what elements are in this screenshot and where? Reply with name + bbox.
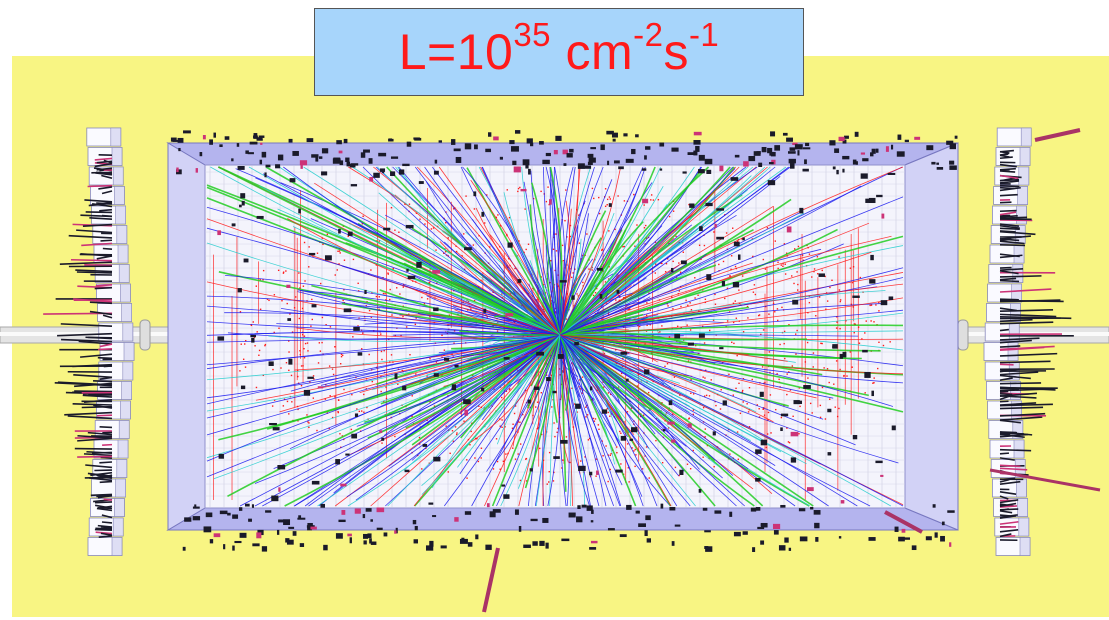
left-endcap-calorimeter [43, 127, 135, 556]
luminosity-exponent: 35 [513, 16, 552, 53]
luminosity-label-box: L=1035 cm-2s-1 [314, 8, 804, 96]
unit-s: s [663, 24, 689, 80]
unit-cm: cm [551, 24, 634, 80]
detector-hits [170, 130, 958, 552]
cm-exponent: -2 [633, 16, 664, 53]
outgoing-jets [482, 128, 1101, 613]
s-exponent: -1 [688, 16, 720, 53]
right-endcap-calorimeter [983, 127, 1074, 556]
luminosity-prefix: L=10 [398, 24, 514, 80]
luminosity-label: L=1035 cm-2s-1 [398, 18, 720, 80]
particle-tracks [206, 166, 904, 507]
